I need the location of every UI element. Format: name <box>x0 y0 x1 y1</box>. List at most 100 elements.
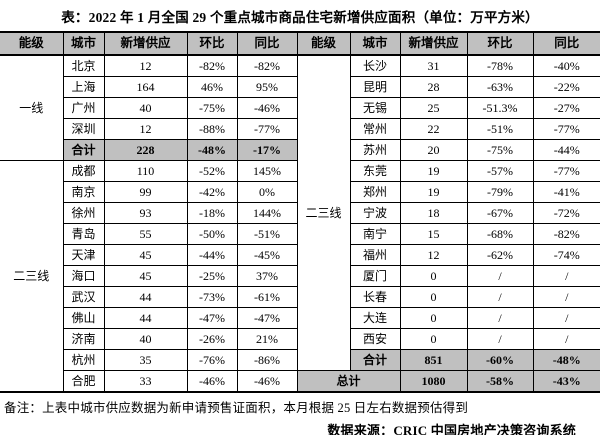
yoy-cell: -77% <box>532 118 600 140</box>
city-cell: 郑州 <box>349 181 401 203</box>
city-cell: 福州 <box>349 244 401 266</box>
mom-cell: -79% <box>466 181 534 203</box>
supply-cell: 40 <box>103 328 188 350</box>
table-row: 合肥 33 -46% -46% 总计 1080 -58% -43% <box>0 370 600 393</box>
yoy-cell: 144% <box>236 202 298 224</box>
supply-cell: 45 <box>103 244 188 266</box>
yoy-cell: -46% <box>236 97 298 119</box>
city-cell: 合肥 <box>63 370 105 393</box>
supply-cell: 19 <box>399 160 468 182</box>
supply-cell: 22 <box>399 118 468 140</box>
col-header-3: 环比 <box>186 31 238 56</box>
yoy-cell: -82% <box>236 54 298 77</box>
yoy-cell: -48% <box>532 349 600 371</box>
col-header-5: 能级 <box>296 31 351 56</box>
supply-cell: 0 <box>399 265 468 287</box>
mom-cell: -44% <box>186 244 238 266</box>
supply-cell: 110 <box>103 160 188 182</box>
supply-cell: 1080 <box>399 370 468 393</box>
mom-cell: -50% <box>186 223 238 245</box>
mom-cell: -51.3% <box>466 97 534 119</box>
supply-cell: 12 <box>103 118 188 140</box>
city-cell: 长春 <box>349 286 401 308</box>
yoy-cell: -43% <box>532 370 600 393</box>
city-cell: 宁波 <box>349 202 401 224</box>
mom-cell: / <box>466 307 534 329</box>
table-header: 能级 城市 新增供应 环比 同比 能级 城市 新增供应 环比 同比 <box>0 31 600 56</box>
tier-cell: 二三线 <box>0 160 64 393</box>
yoy-cell: -77% <box>532 160 600 182</box>
mom-cell: -88% <box>186 118 238 140</box>
table-body: 一线 北京 12 -82% -82% 二三线 长沙 31 -78% -40% 上海 164 46% 95%… <box>0 54 600 393</box>
total-label-cell: 合计 <box>349 349 401 371</box>
supply-cell: 19 <box>399 181 468 203</box>
mom-cell: -78% <box>466 54 534 77</box>
supply-cell: 93 <box>103 202 188 224</box>
table-row: 合计 228 -48% -17% 苏州 20 -75% -44% <box>0 139 600 161</box>
supply-cell: 28 <box>399 76 468 98</box>
supply-cell: 45 <box>103 265 188 287</box>
yoy-cell: -27% <box>532 97 600 119</box>
city-cell: 北京 <box>62 54 105 77</box>
mom-cell: -76% <box>186 349 238 371</box>
city-cell: 海口 <box>63 265 105 287</box>
city-cell: 西安 <box>349 328 401 350</box>
yoy-cell: -74% <box>532 244 600 266</box>
supply-cell: 25 <box>399 97 468 119</box>
col-header-9: 同比 <box>532 31 600 56</box>
col-header-0: 能级 <box>0 31 64 56</box>
yoy-cell: / <box>532 328 600 350</box>
yoy-cell: / <box>532 307 600 329</box>
mom-cell: -62% <box>466 244 534 266</box>
city-cell: 徐州 <box>63 202 105 224</box>
mom-cell: -63% <box>466 76 534 98</box>
mom-cell: -58% <box>466 370 534 393</box>
yoy-cell: -51% <box>236 223 298 245</box>
mom-cell: -52% <box>186 160 238 182</box>
mom-cell: -82% <box>186 54 238 77</box>
yoy-cell: -61% <box>236 286 298 308</box>
supply-cell: 0 <box>399 307 468 329</box>
supply-cell: 164 <box>103 76 188 98</box>
yoy-cell: -72% <box>532 202 600 224</box>
mom-cell: -73% <box>186 286 238 308</box>
supply-cell: 18 <box>399 202 468 224</box>
yoy-cell: -45% <box>236 244 298 266</box>
data-source: 数据来源：CRIC 中国房地产决策咨询系统 <box>327 423 576 435</box>
grand-total-label-cell: 总计 <box>296 370 401 393</box>
mom-cell: / <box>466 328 534 350</box>
col-header-8: 环比 <box>466 31 534 56</box>
table-row: 一线 北京 12 -82% -82% 二三线 长沙 31 -78% -40% <box>0 54 600 371</box>
table-row: 海口 45 -25% 37% 厦门 0// <box>0 265 600 287</box>
yoy-cell: -82% <box>532 223 600 245</box>
col-header-2: 新增供应 <box>103 31 188 56</box>
yoy-cell: 145% <box>236 160 298 182</box>
mom-cell: -48% <box>186 139 238 161</box>
yoy-cell: -46% <box>236 370 298 393</box>
tier-cell: 二三线 <box>296 54 351 371</box>
mom-cell: -75% <box>186 97 238 119</box>
mom-cell: / <box>466 286 534 308</box>
city-cell: 昆明 <box>349 76 401 98</box>
yoy-cell: -40% <box>532 54 600 77</box>
supply-cell: 20 <box>399 139 468 161</box>
city-cell: 济南 <box>63 328 105 350</box>
mom-cell: -25% <box>186 265 238 287</box>
supply-cell: 0 <box>399 328 468 350</box>
yoy-cell: -77% <box>236 118 298 140</box>
supply-cell: 0 <box>399 286 468 308</box>
city-cell: 广州 <box>63 97 105 119</box>
city-cell: 长沙 <box>349 54 401 77</box>
mom-cell: -68% <box>466 223 534 245</box>
table-row: 济南 40 -26% 21% 西安 0// <box>0 328 600 350</box>
mom-cell: -46% <box>186 370 238 393</box>
yoy-cell: 0% <box>236 181 298 203</box>
table-row: 深圳 12 -88% -77% 常州 22 -51% -77% <box>0 118 600 140</box>
city-cell: 大连 <box>349 307 401 329</box>
mom-cell: -57% <box>466 160 534 182</box>
city-cell: 苏州 <box>349 139 401 161</box>
mom-cell: -47% <box>186 307 238 329</box>
col-header-6: 城市 <box>349 31 401 56</box>
yoy-cell: / <box>532 286 600 308</box>
